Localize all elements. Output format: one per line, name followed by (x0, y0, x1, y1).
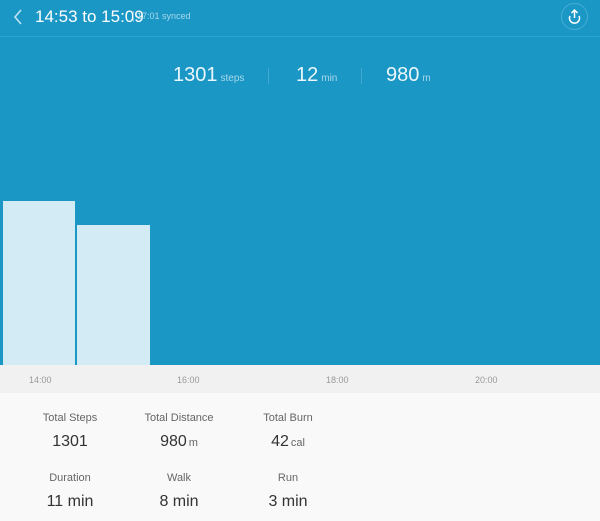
back-button[interactable] (10, 8, 26, 26)
chart-bar[interactable] (3, 201, 75, 365)
stat-run: Run 3 min (268, 472, 308, 510)
stat-total-distance: Total Distance 980 m (144, 412, 214, 450)
stat-total-burn: Total Burn 42 cal (263, 412, 313, 450)
divider (133, 11, 134, 22)
divider (361, 68, 362, 84)
share-upload-icon (568, 8, 581, 24)
divider (268, 68, 269, 84)
sync-status: 17:01 synced (137, 11, 191, 21)
x-tick: 16:00 (177, 375, 200, 385)
chevron-left-icon (13, 9, 22, 25)
chart-bar[interactable] (77, 225, 150, 365)
page-title: 14:53 to 15:09 (35, 7, 144, 26)
summary-duration: 12 min (296, 64, 338, 86)
stat-walk: Walk 8 min (159, 472, 199, 510)
summary-steps: 1301 steps (173, 64, 245, 86)
stat-total-steps: Total Steps 1301 (42, 412, 98, 450)
x-axis: 14:00 16:00 18:00 20:00 (0, 365, 600, 393)
stat-duration: Duration 11 min (46, 472, 94, 510)
activity-chart-panel: 14:53 to 15:09 17:01 synced 1301 steps 12… (0, 0, 600, 365)
x-tick: 18:00 (326, 375, 349, 385)
x-tick: 20:00 (475, 375, 498, 385)
x-tick: 14:00 (29, 375, 52, 385)
share-button[interactable] (561, 3, 588, 30)
stats-panel: Total Steps 1301 Total Distance 980 m Tot… (0, 393, 600, 521)
header: 14:53 to 15:09 17:01 synced (0, 0, 600, 37)
summary-distance: 980 m (386, 64, 431, 86)
